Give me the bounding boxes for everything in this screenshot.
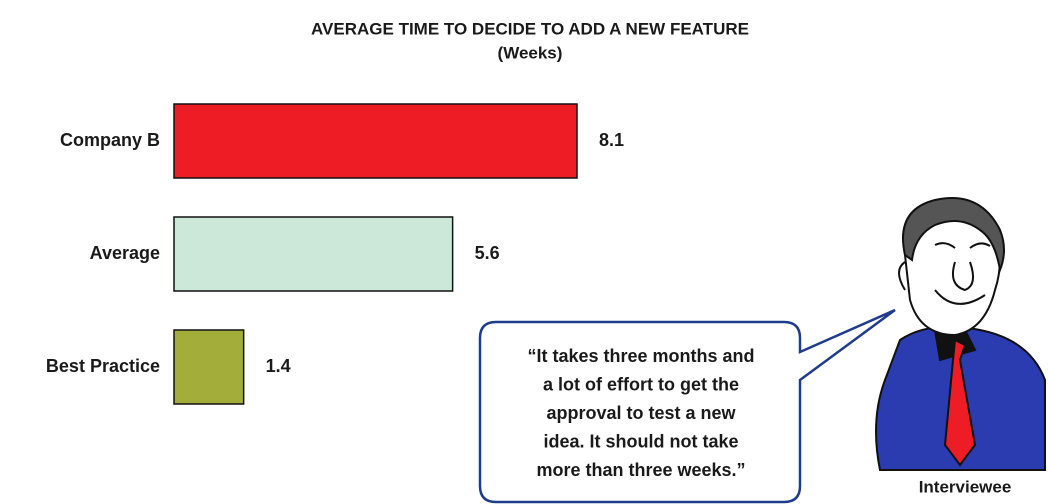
chart: AVERAGE TIME TO DECIDE TO ADD A NEW FEAT…: [0, 0, 1048, 504]
chart-subtitle: (Weeks): [498, 43, 563, 62]
category-label: Company B: [60, 130, 160, 150]
category-label: Best Practice: [46, 356, 160, 376]
callout-text: “It takes three months and: [527, 346, 754, 366]
page: AVERAGE TIME TO DECIDE TO ADD A NEW FEAT…: [0, 0, 1048, 504]
chart-title: AVERAGE TIME TO DECIDE TO ADD A NEW FEAT…: [311, 19, 749, 38]
callout-text: more than three weeks.”: [536, 460, 745, 480]
category-label: Average: [90, 243, 160, 263]
interviewee-figure: [876, 198, 1045, 470]
value-label: 1.4: [266, 356, 291, 376]
value-label: 8.1: [599, 130, 624, 150]
callout-text: idea. It should not take: [543, 431, 738, 451]
figure-label: Interviewee: [919, 477, 1012, 496]
bar: [174, 217, 453, 291]
bar: [174, 330, 244, 404]
value-label: 5.6: [475, 243, 500, 263]
callout-text: a lot of effort to get the: [543, 374, 739, 394]
callout-text: approval to test a new: [546, 403, 736, 423]
bar: [174, 104, 577, 178]
